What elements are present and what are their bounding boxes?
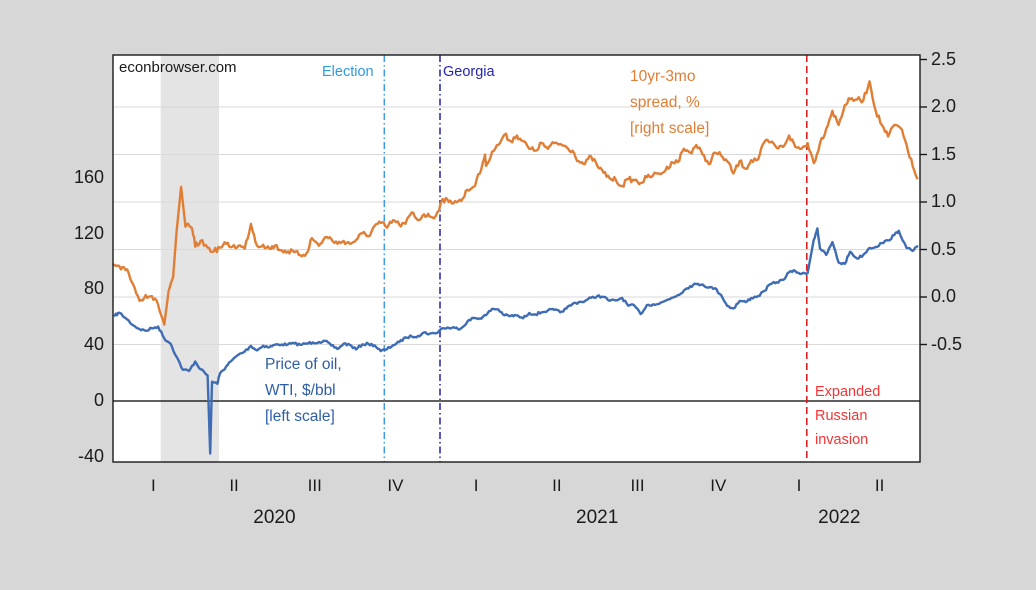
invasion-annotation-line2: Russian xyxy=(815,408,868,424)
spread-series-label: 10yr-3mo spread, % [right scale] xyxy=(630,64,709,142)
invasion-annotation-line3: invasion xyxy=(815,432,869,448)
election-annotation: Election xyxy=(322,64,374,80)
watermark-source: econbrowser.com xyxy=(119,59,237,76)
left-axis-tick-label: 160 xyxy=(73,166,104,187)
right-axis-tick-label: 2.0 xyxy=(931,96,957,116)
year-label: 2020 xyxy=(253,507,296,528)
spread-series-label-line2: spread, % xyxy=(630,94,700,111)
plot-background xyxy=(113,55,920,462)
quarter-label: III xyxy=(307,476,322,495)
quarter-label: I xyxy=(150,476,156,495)
right-axis-tick-label: 2.5 xyxy=(931,48,957,69)
plot-border xyxy=(112,54,921,463)
quarter-label: I xyxy=(796,476,802,495)
oil-series-label: Price of oil, WTI, $/bbl [left scale] xyxy=(265,352,342,430)
quarter-label: II xyxy=(229,476,239,495)
quarter-label: II xyxy=(874,476,885,495)
quarter-label: IV xyxy=(710,476,727,495)
quarter-label: IV xyxy=(387,476,404,495)
spread-series-label-line3: [right scale] xyxy=(630,120,710,137)
series-wti xyxy=(113,227,919,455)
right-axis-tick-label: 0.5 xyxy=(931,238,957,259)
right-axis-tick-label: -0.5 xyxy=(931,333,963,354)
quarter-label: I xyxy=(473,476,479,495)
left-axis-tick-label: 40 xyxy=(83,334,104,355)
right-axis-tick-label: 1.0 xyxy=(931,191,957,211)
year-label: 2022 xyxy=(818,507,861,528)
invasion-annotation: Expanded Russian invasion xyxy=(815,380,880,452)
left-axis-tick-label: 80 xyxy=(83,278,104,299)
left-axis-tick-label: 0 xyxy=(93,390,104,410)
oil-series-label-line1: Price of oil, xyxy=(265,356,342,373)
left-axis-tick-label: -40 xyxy=(77,445,104,466)
left-axis-tick-label: 120 xyxy=(73,222,104,243)
year-label: 2021 xyxy=(576,507,619,528)
right-axis-tick-label: 1.5 xyxy=(931,143,957,164)
oil-series-label-line2: WTI, $/bbl xyxy=(265,382,336,399)
right-axis-tick-label: 0.0 xyxy=(931,286,957,306)
spread-series-label-line1: 10yr-3mo xyxy=(630,68,696,85)
georgia-annotation: Georgia xyxy=(443,64,495,80)
series-spread xyxy=(113,80,919,326)
oil-series-label-line3: [left scale] xyxy=(265,408,335,425)
quarter-label: III xyxy=(630,476,645,495)
quarter-label: II xyxy=(552,476,562,495)
invasion-annotation-line1: Expanded xyxy=(815,384,881,400)
